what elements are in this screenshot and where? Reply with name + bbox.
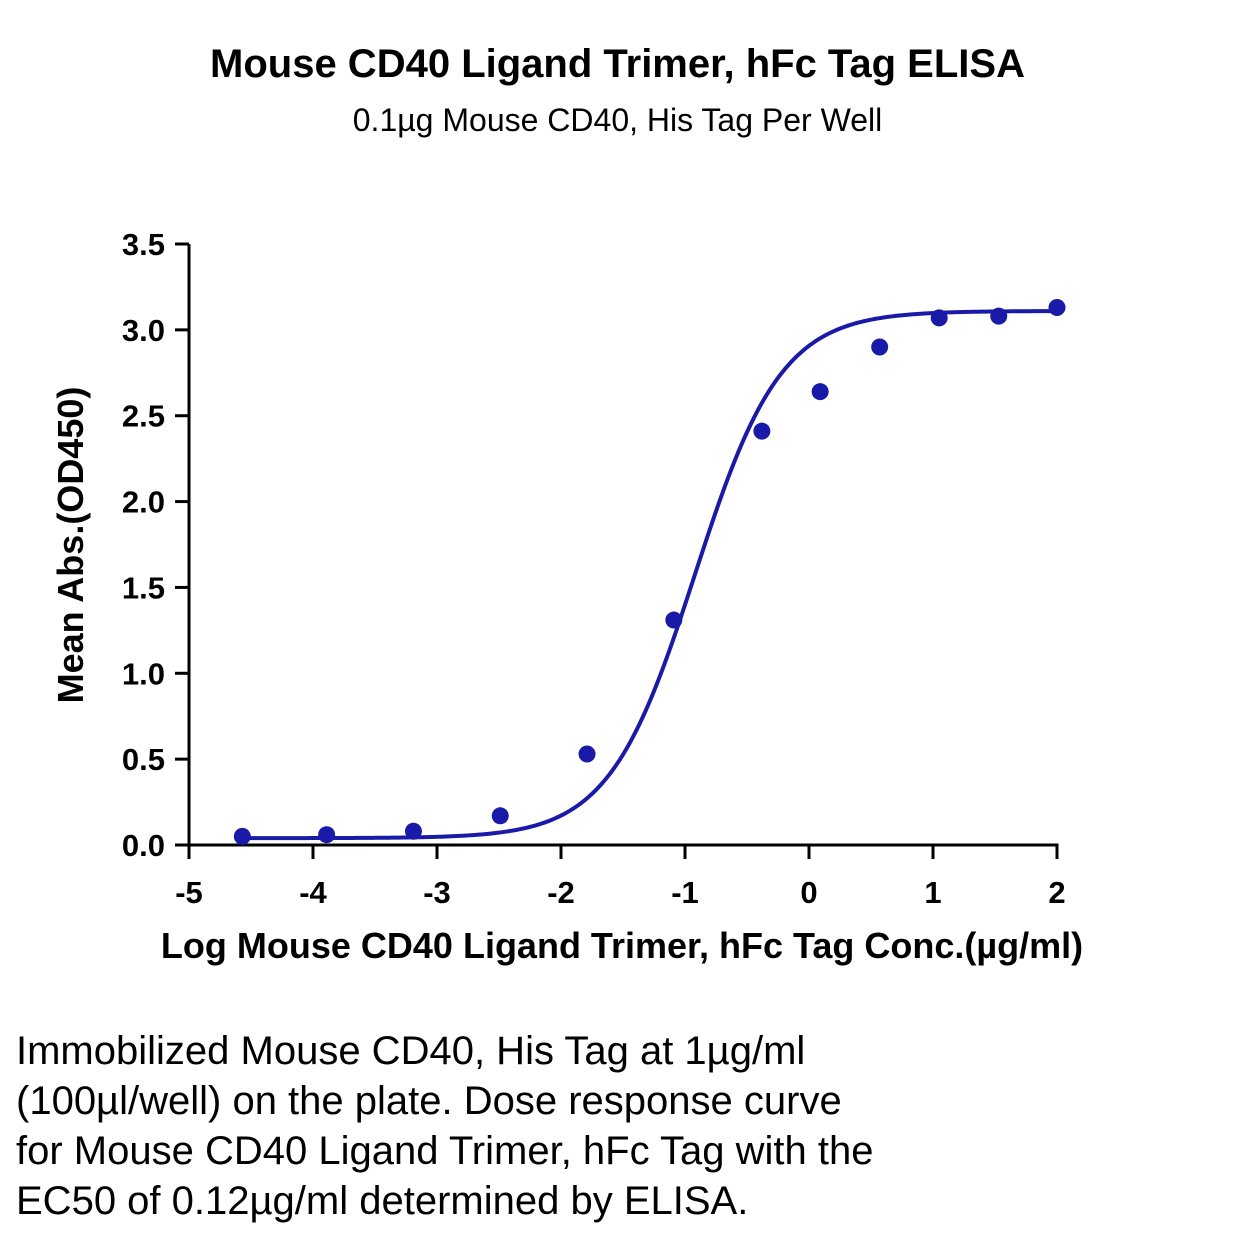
figure-caption: Immobilized Mouse CD40, His Tag at 1µg/m… [16, 1026, 1216, 1226]
x-tick-label: -5 [175, 875, 203, 910]
chart-subtitle: 0.1µg Mouse CD40, His Tag Per Well [352, 102, 883, 138]
data-point [871, 338, 889, 356]
caption-line: Immobilized Mouse CD40, His Tag at 1µg/m… [16, 1029, 806, 1073]
x-axis-label: Log Mouse CD40 Ligand Trimer, hFc Tag Co… [161, 925, 1083, 966]
x-tick-label: -4 [299, 875, 327, 910]
y-tick-label: 1.5 [122, 570, 165, 605]
x-tick-label: 1 [924, 875, 941, 910]
elisa-chart: 0.0 0.5 1.0 1.5 2.0 2.5 3.0 3.5 -5 -4 -3 -2 -1 0 1 2 Lo… [50, 227, 1083, 966]
data-point [233, 827, 251, 845]
data-point [665, 611, 683, 629]
data-points-layer [233, 299, 1066, 845]
y-axis-label: Mean Abs.(OD450) [50, 387, 91, 704]
chart-title: Mouse CD40 Ligand Trimer, hFc Tag ELISA [210, 42, 1025, 86]
x-tick-label: -2 [547, 875, 575, 910]
data-point [318, 826, 336, 844]
fit-curve [242, 309, 1057, 841]
chart-axes [187, 244, 1059, 847]
caption-line: (100µl/well) on the plate. Dose response… [16, 1079, 842, 1123]
data-point [491, 807, 509, 825]
y-tick-label: 3.5 [122, 227, 165, 262]
x-tick-label: -3 [423, 875, 451, 910]
fit-curve-layer [242, 309, 1057, 841]
data-point [990, 307, 1008, 325]
y-tick-label: 0.5 [122, 742, 165, 777]
x-tick-label: 2 [1048, 875, 1065, 910]
data-point [578, 745, 596, 763]
x-tick-label: -1 [671, 875, 699, 910]
y-tick-label: 1.0 [122, 656, 165, 691]
data-point [1048, 299, 1066, 317]
caption-line: for Mouse CD40 Ligand Trimer, hFc Tag wi… [16, 1129, 874, 1173]
chart-ticks: 0.0 0.5 1.0 1.5 2.0 2.5 3.0 3.5 -5 -4 -3 -2 -1 0 1 2 [122, 227, 1066, 910]
data-point [404, 822, 422, 840]
data-point [811, 383, 829, 401]
y-tick-label: 3.0 [122, 313, 165, 348]
x-tick-label: 0 [800, 875, 817, 910]
y-tick-label: 0.0 [122, 828, 165, 863]
data-point [753, 422, 771, 440]
data-point [930, 309, 948, 327]
y-tick-label: 2.5 [122, 399, 165, 434]
y-tick-label: 2.0 [122, 485, 165, 520]
caption-line: EC50 of 0.12µg/ml determined by ELISA. [16, 1179, 749, 1223]
